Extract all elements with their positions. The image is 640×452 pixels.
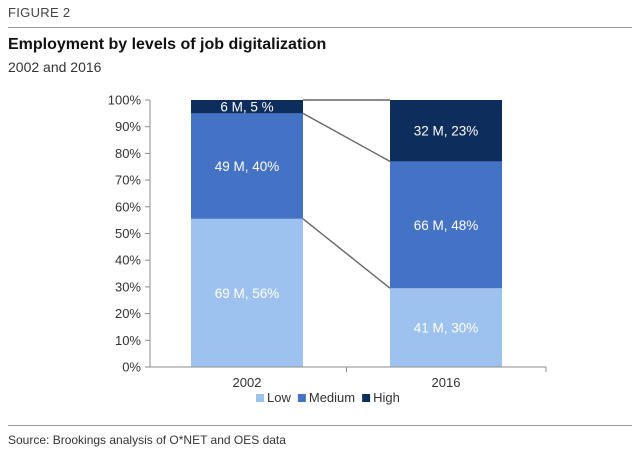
bar-medium-2002 — [191, 113, 303, 219]
bar-low-2002 — [191, 218, 303, 367]
y-tick-label: 70% — [115, 173, 141, 188]
x-tick-label: 2002 — [233, 375, 262, 390]
legend-label-medium: Medium — [309, 390, 355, 405]
y-tick-label: 10% — [115, 333, 141, 348]
bottom-divider — [8, 425, 632, 426]
y-tick-label: 90% — [115, 119, 141, 134]
x-tick-label: 2016 — [432, 375, 461, 390]
source-note: Source: Brookings analysis of O*NET and … — [8, 433, 286, 447]
legend-swatch-medium — [297, 394, 306, 402]
y-tick-label: 30% — [115, 279, 141, 294]
legend-swatch-high — [362, 394, 371, 402]
data-label: 41 M, 30% — [414, 321, 479, 336]
chart-subtitle: 2002 and 2016 — [8, 59, 102, 75]
y-tick-label: 0% — [122, 360, 141, 375]
legend-swatch-low — [256, 394, 264, 402]
data-label: 6 M, 5 % — [220, 100, 273, 115]
bar-high-2016 — [390, 100, 502, 162]
y-tick-label: 60% — [115, 199, 141, 214]
bar-medium-2016 — [390, 161, 502, 289]
data-label: 32 M, 23% — [414, 124, 479, 139]
y-tick-label: 80% — [115, 146, 141, 161]
y-tick-label: 50% — [115, 226, 141, 241]
y-tick-label: 100% — [108, 93, 142, 108]
y-tick-label: 40% — [115, 253, 141, 268]
top-divider — [8, 27, 632, 28]
chart-title: Employment by levels of job digitalizati… — [8, 36, 327, 53]
data-label: 69 M, 56% — [215, 286, 280, 301]
legend-label-high: High — [373, 390, 400, 405]
figure-label: FIGURE 2 — [8, 5, 71, 20]
data-label: 66 M, 48% — [414, 218, 479, 233]
legend-label-low: Low — [267, 390, 291, 405]
series-connector — [302, 112, 391, 163]
stacked-bar-chart: 0% 10% 20% 30% 40% 50% 60% 70% 80% 90% 100% 69 M, 5… — [108, 93, 547, 405]
bar-low-2016 — [390, 288, 502, 367]
bar-high-2002 — [191, 100, 303, 114]
data-label: 49 M, 40% — [215, 159, 280, 174]
series-connector — [302, 218, 391, 289]
y-tick-label: 20% — [115, 306, 141, 321]
